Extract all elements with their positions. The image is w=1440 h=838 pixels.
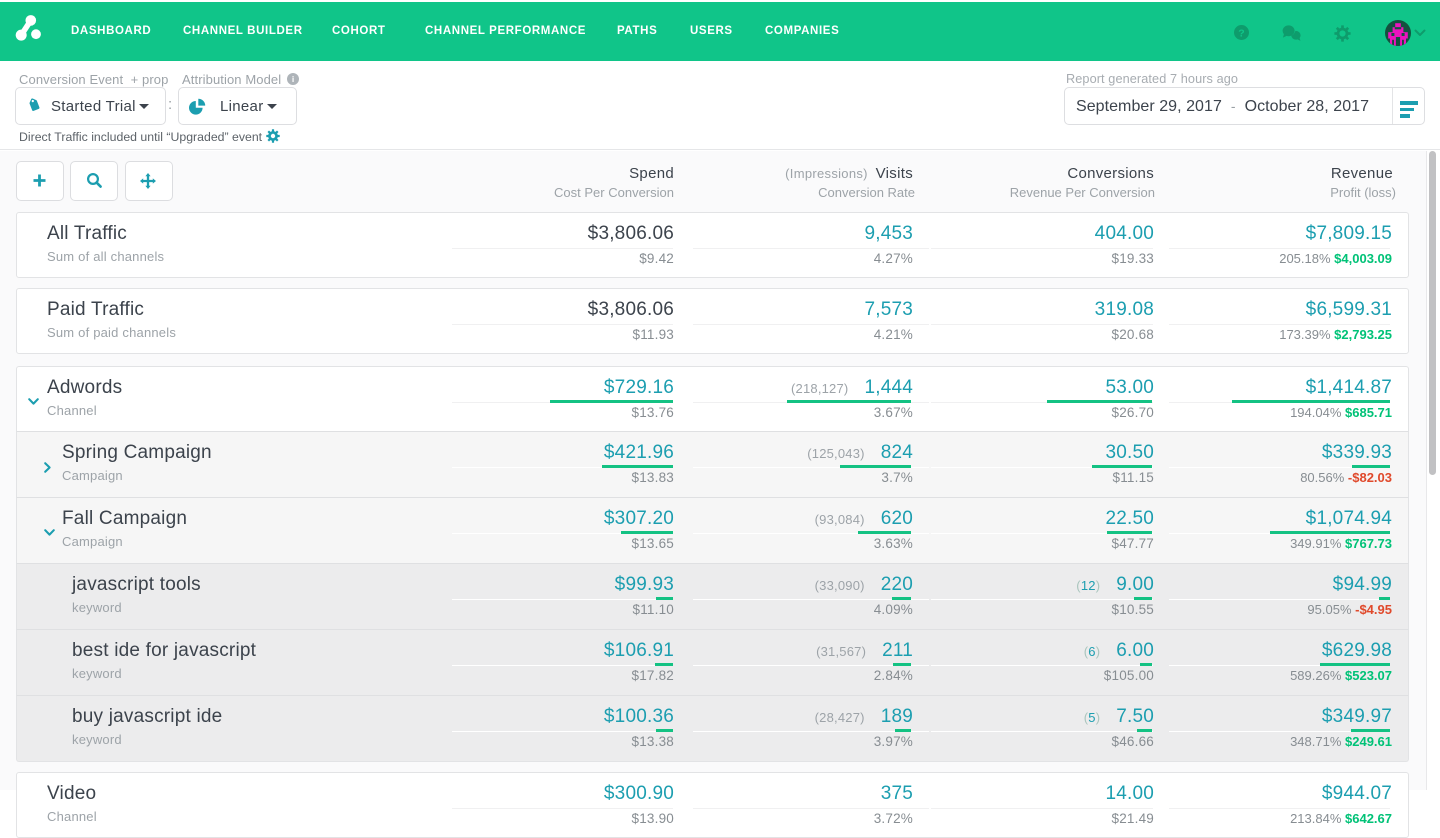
svg-text:?: ? — [1238, 27, 1244, 39]
svg-text:i: i — [292, 74, 294, 84]
